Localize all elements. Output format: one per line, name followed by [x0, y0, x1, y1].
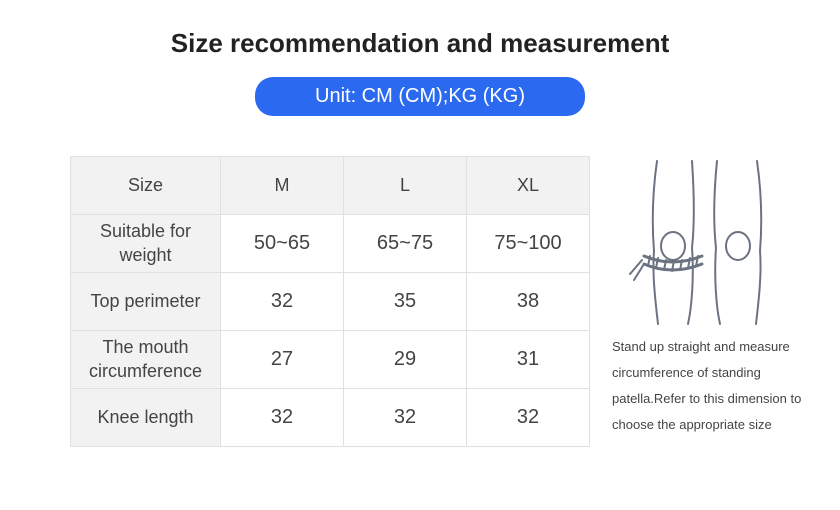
content-area: Size M L XL Suitable for weight 50~65 65… — [0, 156, 840, 447]
col-header-m: M — [221, 157, 344, 215]
row-label: Knee length — [71, 389, 221, 447]
unit-badge: Unit: CM (CM);KG (KG) — [255, 77, 585, 116]
cell: 35 — [344, 273, 467, 331]
cell: 32 — [467, 389, 590, 447]
cell: 50~65 — [221, 215, 344, 273]
col-header-size: Size — [71, 157, 221, 215]
cell: 31 — [467, 331, 590, 389]
instruction-text: Stand up straight and measure circumfere… — [612, 334, 802, 438]
cell: 27 — [221, 331, 344, 389]
right-column: Stand up straight and measure circumfere… — [590, 156, 802, 447]
cell: 32 — [221, 389, 344, 447]
table-header-row: Size M L XL — [71, 157, 590, 215]
cell: 29 — [344, 331, 467, 389]
cell: 65~75 — [344, 215, 467, 273]
col-header-xl: XL — [467, 157, 590, 215]
row-label: Top perimeter — [71, 273, 221, 331]
cell: 75~100 — [467, 215, 590, 273]
cell: 32 — [221, 273, 344, 331]
cell: 32 — [344, 389, 467, 447]
row-label: Suitable for weight — [71, 215, 221, 273]
table-row: The mouth circumference 27 29 31 — [71, 331, 590, 389]
row-label: The mouth circumference — [71, 331, 221, 389]
size-table: Size M L XL Suitable for weight 50~65 65… — [70, 156, 590, 447]
table-row: Suitable for weight 50~65 65~75 75~100 — [71, 215, 590, 273]
table-row: Top perimeter 32 35 38 — [71, 273, 590, 331]
page-title: Size recommendation and measurement — [0, 0, 840, 59]
legs-diagram-icon — [622, 156, 792, 326]
table-row: Knee length 32 32 32 — [71, 389, 590, 447]
col-header-l: L — [344, 157, 467, 215]
cell: 38 — [467, 273, 590, 331]
